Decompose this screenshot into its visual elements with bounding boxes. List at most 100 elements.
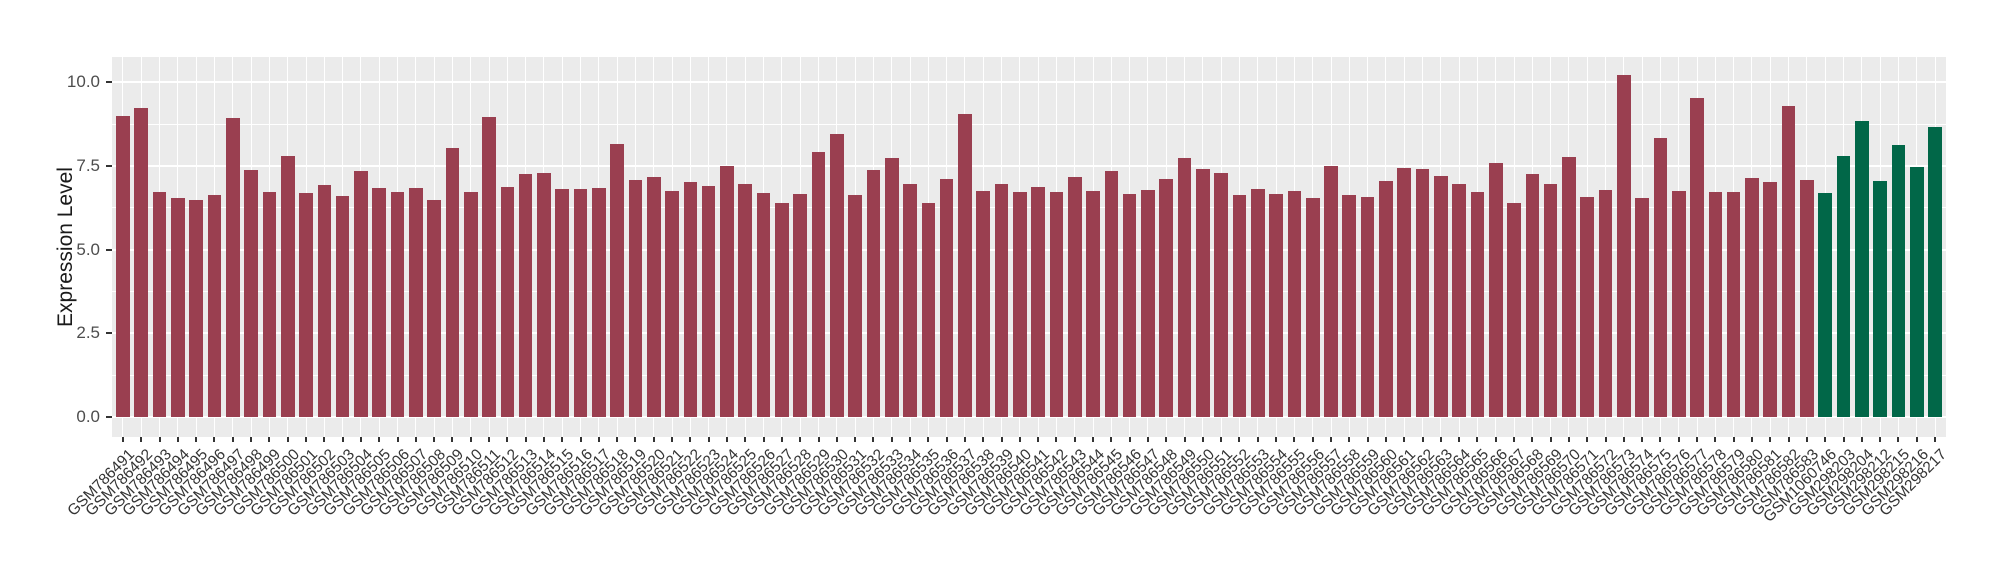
x-tick-mark <box>689 437 692 442</box>
bar <box>1287 191 1302 417</box>
bar <box>610 144 624 417</box>
bar <box>976 191 991 417</box>
bar <box>1745 178 1759 417</box>
bar <box>1488 163 1503 417</box>
bar <box>1031 186 1045 417</box>
x-tick-mark <box>1092 437 1095 442</box>
y-tick-mark <box>106 248 112 251</box>
x-tick-mark <box>1146 437 1149 442</box>
x-tick-mark <box>1805 437 1808 442</box>
major-gridline <box>112 248 1946 251</box>
bar <box>903 184 917 417</box>
bar <box>738 183 753 417</box>
bar <box>1159 178 1174 417</box>
x-tick-mark <box>1787 437 1790 442</box>
x-tick-mark <box>1714 437 1717 442</box>
x-tick-mark <box>762 437 765 442</box>
bar <box>1067 176 1082 417</box>
x-tick-mark <box>982 437 985 442</box>
x-tick-mark <box>1567 437 1570 442</box>
x-tick-mark <box>945 437 948 442</box>
bar <box>1525 174 1540 417</box>
x-tick-mark <box>1183 437 1186 442</box>
x-tick-mark <box>1220 437 1223 442</box>
x-tick-mark <box>378 437 381 442</box>
bar <box>372 187 387 417</box>
x-tick-mark <box>835 437 838 442</box>
x-tick-mark <box>1494 437 1497 442</box>
x-tick-mark <box>451 437 454 442</box>
minor-gridline <box>112 123 1946 125</box>
bar <box>1928 126 1942 417</box>
bar <box>1818 192 1832 417</box>
bar <box>1909 166 1924 417</box>
bar <box>225 117 240 417</box>
bar <box>280 155 295 417</box>
x-tick-mark <box>286 437 289 442</box>
y-tick-mark <box>106 164 112 167</box>
major-gridline <box>112 332 1946 335</box>
y-tick-label: 10.0 <box>66 72 100 92</box>
y-tick-label: 2.5 <box>76 323 100 343</box>
x-tick-mark <box>1531 437 1534 442</box>
bar <box>134 107 149 417</box>
bar <box>463 192 478 417</box>
x-tick-mark <box>1439 437 1442 442</box>
bar <box>1196 168 1210 417</box>
bar <box>537 173 551 417</box>
x-tick-mark <box>1824 437 1827 442</box>
x-tick-mark <box>542 437 545 442</box>
major-gridline <box>112 81 1946 84</box>
x-tick-mark <box>1915 437 1918 442</box>
bar <box>1873 180 1887 417</box>
x-tick-mark <box>1549 437 1552 442</box>
x-tick-mark <box>341 437 344 442</box>
bar <box>1434 175 1448 417</box>
x-tick-mark <box>817 437 820 442</box>
bar <box>1653 138 1668 417</box>
x-tick-mark <box>1586 437 1589 442</box>
bar <box>1269 194 1283 417</box>
plot-panel <box>112 57 1946 437</box>
x-tick-mark <box>1677 437 1680 442</box>
x-tick-mark <box>1311 437 1314 442</box>
bar <box>1562 156 1576 417</box>
x-tick-mark <box>1037 437 1040 442</box>
major-gridline <box>112 164 1946 167</box>
bar <box>884 158 899 417</box>
bar <box>1543 184 1558 417</box>
x-tick-mark <box>268 437 271 442</box>
bar <box>116 115 130 417</box>
x-tick-mark <box>1622 437 1625 442</box>
y-tick-label: 5.0 <box>76 239 100 259</box>
bar <box>1580 196 1595 417</box>
bar <box>646 176 661 417</box>
x-tick-mark <box>250 437 253 442</box>
x-tick-mark <box>1769 437 1772 442</box>
x-tick-mark <box>725 437 728 442</box>
bar <box>518 174 533 417</box>
bar <box>1324 165 1338 417</box>
bar <box>1800 180 1814 417</box>
x-tick-mark <box>1384 437 1387 442</box>
bar <box>1635 197 1649 417</box>
x-tick-mark <box>1073 437 1076 442</box>
bar <box>1708 191 1723 417</box>
bar <box>775 203 789 417</box>
bar <box>1671 191 1686 417</box>
x-tick-mark <box>158 437 161 442</box>
x-tick-mark <box>561 437 564 442</box>
bar <box>665 191 679 417</box>
bar <box>409 188 423 417</box>
x-tick-mark <box>1165 437 1168 442</box>
x-tick-mark <box>634 437 637 442</box>
x-tick-mark <box>414 437 417 442</box>
bar <box>152 191 167 417</box>
x-tick-mark <box>488 437 491 442</box>
bar <box>1854 120 1869 417</box>
y-tick-mark <box>106 332 112 335</box>
x-tick-mark <box>1458 437 1461 442</box>
bar <box>1836 155 1851 417</box>
bar <box>939 179 954 417</box>
